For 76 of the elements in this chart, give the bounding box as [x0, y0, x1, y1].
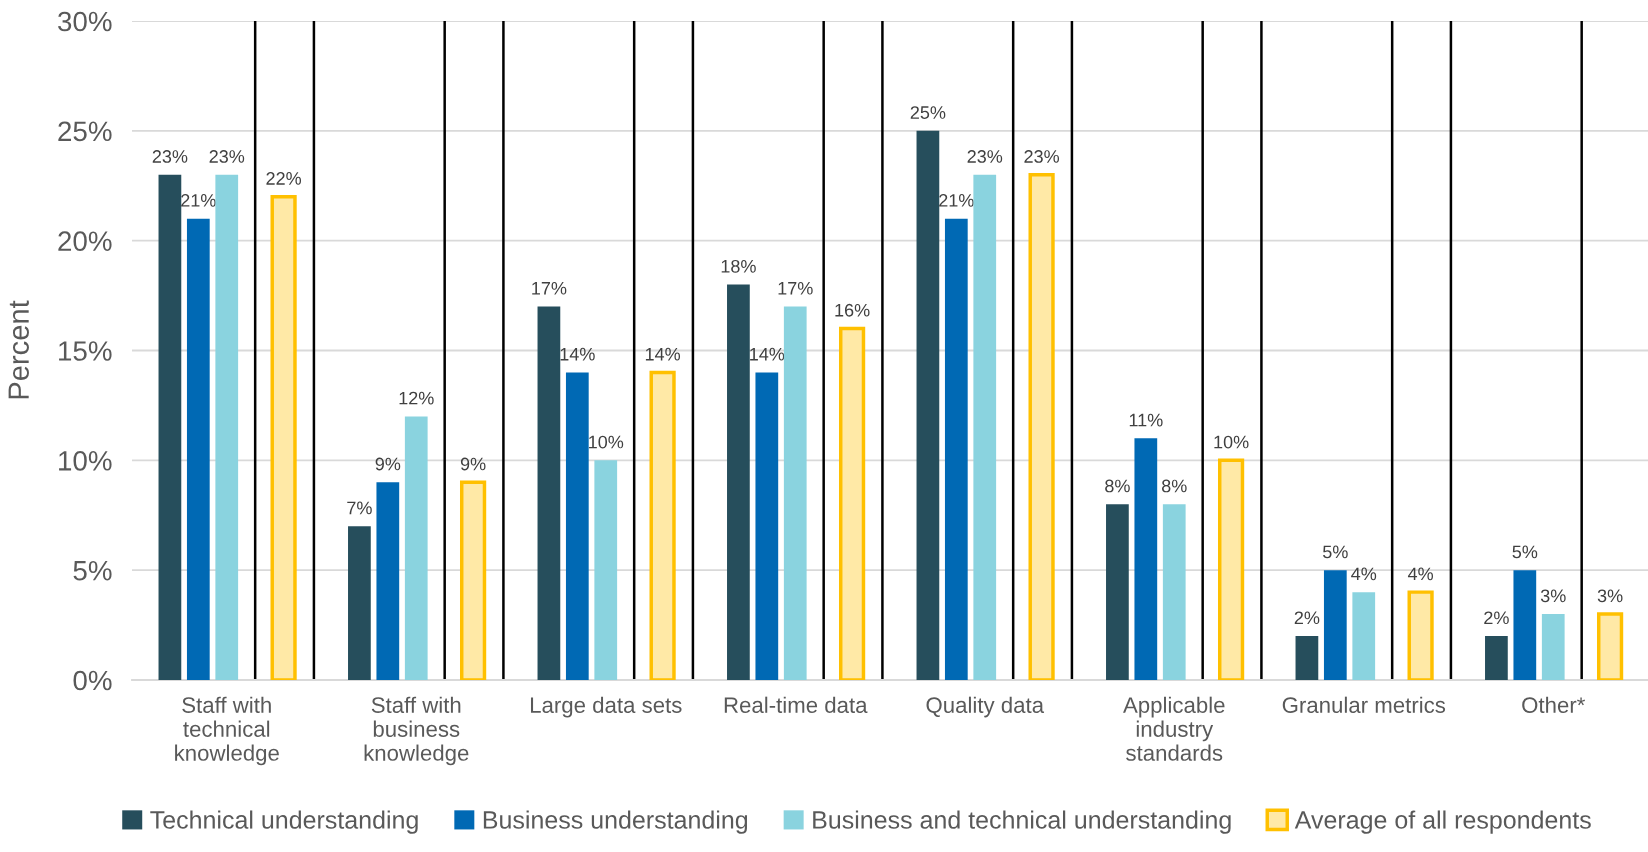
x-tick-label: Applicable industry standards	[1123, 696, 1225, 761]
bar	[376, 482, 400, 680]
data-label: 4%	[1407, 567, 1434, 581]
bar	[973, 174, 997, 680]
bar	[1513, 570, 1537, 680]
legend-label: Technical understanding	[150, 810, 418, 834]
data-label: 4%	[1351, 567, 1377, 581]
data-label: 22%	[266, 172, 302, 185]
data-label: 21%	[939, 194, 974, 207]
x-tick-label: Real-time data	[724, 696, 868, 713]
data-label: 14%	[645, 347, 681, 361]
y-tick-label: 5%	[73, 560, 112, 581]
data-label: 9%	[460, 457, 486, 471]
bar	[1295, 636, 1319, 680]
y-tick-label: 30%	[58, 11, 112, 32]
data-label: 5%	[1512, 545, 1538, 559]
data-label: 8%	[1105, 479, 1130, 493]
data-label: 25%	[910, 106, 946, 119]
bar	[755, 372, 779, 680]
bar	[1485, 636, 1508, 680]
bar	[1352, 592, 1376, 680]
x-tick-label: Large data sets	[530, 696, 682, 718]
data-label: 16%	[835, 303, 870, 317]
legend-label: Average of all respondents	[1294, 810, 1591, 834]
y-tick-label: 25%	[58, 121, 112, 142]
data-label: 23%	[1024, 150, 1060, 163]
y-tick-label: 20%	[58, 231, 112, 252]
y-axis-title: Percent	[8, 300, 29, 399]
bar	[594, 460, 618, 680]
bar	[916, 130, 940, 680]
y-tick-label: 10%	[59, 451, 112, 471]
data-label: 8%	[1161, 479, 1187, 493]
data-label: 5%	[1323, 545, 1348, 559]
x-tick-label: Granular metrics	[1282, 696, 1446, 713]
bar	[1106, 504, 1129, 680]
data-label: 12%	[399, 391, 434, 405]
bar	[1134, 438, 1158, 680]
bar	[404, 416, 428, 680]
data-label: 17%	[778, 281, 813, 295]
legend-label: Business understanding	[483, 810, 748, 834]
x-tick-label: Other*	[1522, 696, 1586, 713]
data-label: 3%	[1597, 589, 1623, 603]
bar	[1162, 504, 1186, 680]
data-label: 23%	[209, 150, 245, 163]
data-label: 2%	[1294, 611, 1320, 625]
bar	[727, 284, 750, 680]
data-label: 21%	[181, 194, 216, 207]
data-label: 14%	[750, 347, 785, 361]
data-label: 14%	[560, 347, 595, 361]
data-label: 2%	[1484, 611, 1509, 625]
x-tick-label: Staff with technical knowledge	[175, 696, 279, 766]
bar	[215, 174, 239, 680]
data-label: 23%	[152, 150, 188, 163]
data-label: 10%	[589, 435, 624, 449]
bar	[186, 218, 210, 680]
x-tick-label: Quality data	[926, 696, 1045, 718]
bar	[1541, 614, 1565, 680]
bar	[158, 174, 182, 680]
bar	[1323, 570, 1347, 680]
x-tick-label: Staff with business knowledge	[364, 696, 469, 766]
y-tick-label: 0%	[73, 670, 112, 691]
data-label: 7%	[347, 501, 372, 515]
bar	[348, 526, 371, 680]
data-label: 10%	[1214, 435, 1249, 449]
bar	[783, 306, 807, 680]
data-label: 3%	[1540, 589, 1566, 603]
bar	[537, 306, 561, 680]
bar	[565, 372, 589, 680]
data-label: 9%	[375, 457, 401, 471]
data-label: 17%	[532, 281, 567, 295]
legend-label: Business and technical understanding	[813, 810, 1231, 834]
bar	[944, 218, 968, 680]
data-label: 11%	[1129, 413, 1163, 427]
y-tick-label: 15%	[59, 341, 112, 361]
data-label: 18%	[721, 259, 756, 273]
data-label: 23%	[967, 150, 1003, 163]
